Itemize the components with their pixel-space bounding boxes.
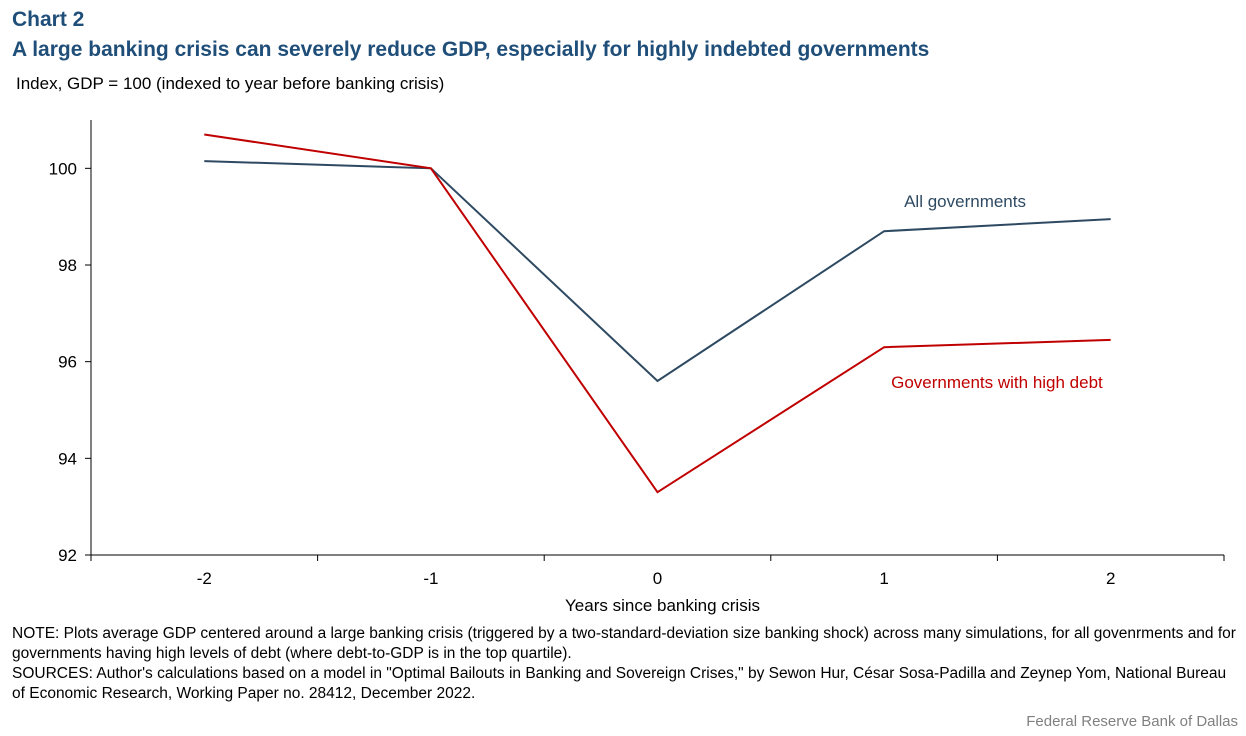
x-tick-label: 2 bbox=[1106, 569, 1115, 588]
y-axis-units-label: Index, GDP = 100 (indexed to year before… bbox=[16, 74, 445, 93]
series-label-high-debt: Governments with high debt bbox=[891, 373, 1103, 392]
series-label-all-governments: All governments bbox=[904, 192, 1026, 211]
note-text: NOTE: Plots average GDP centered around … bbox=[12, 625, 1236, 662]
x-tick-label: -2 bbox=[197, 569, 212, 588]
y-tick-label: 100 bbox=[49, 159, 77, 178]
chart-number: Chart 2 bbox=[12, 8, 85, 31]
y-tick-label: 94 bbox=[58, 449, 77, 468]
chart-title: A large banking crisis can severely redu… bbox=[12, 38, 930, 61]
series-line-all-governments bbox=[204, 160, 1111, 383]
y-tick-label: 96 bbox=[58, 353, 77, 372]
x-tick-label: 0 bbox=[653, 569, 662, 588]
y-tick-label: 92 bbox=[58, 546, 77, 565]
x-tick-label: -1 bbox=[423, 569, 438, 588]
axes: 92 94 96 98 100 -2 -1 0 1 2 Years since banking cr… bbox=[49, 120, 1225, 615]
y-tick-label: 98 bbox=[58, 256, 77, 275]
sources-text: SOURCES: Author's calculations based on … bbox=[12, 665, 1227, 702]
x-axis-title: Years since banking crisis bbox=[565, 596, 760, 615]
footnotes: NOTE: Plots average GDP centered around … bbox=[12, 624, 1240, 704]
series-layer bbox=[204, 133, 1111, 494]
labels-layer: All governments Governments with high deb… bbox=[891, 192, 1103, 392]
x-tick-label: 1 bbox=[879, 569, 888, 588]
series-line-high-debt-governments bbox=[204, 133, 1111, 494]
source-credit: Federal Reserve Bank of Dallas bbox=[1026, 713, 1238, 730]
